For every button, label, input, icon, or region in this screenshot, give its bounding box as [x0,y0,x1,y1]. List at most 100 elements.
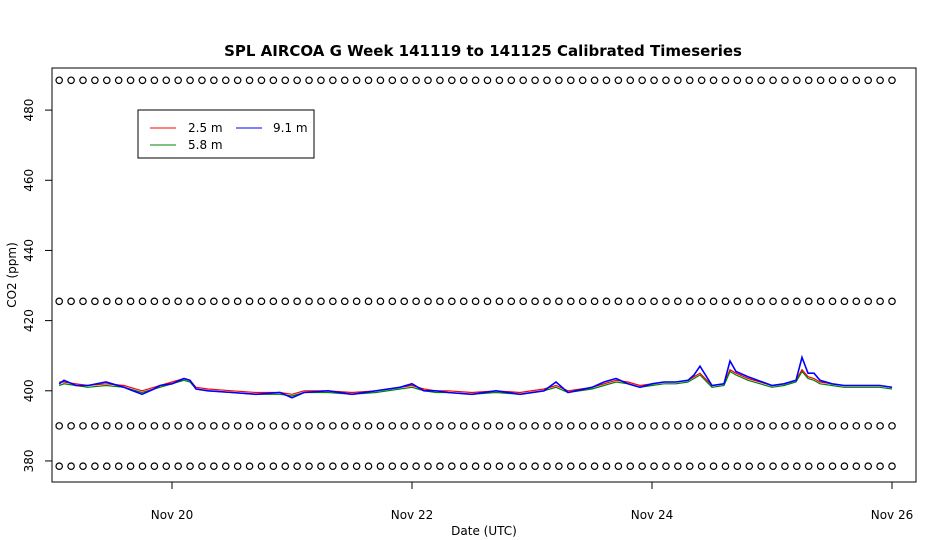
calibration-marker [210,422,218,430]
calibration-marker [340,462,349,471]
calibration-marker [555,297,563,306]
calibration-marker [638,297,646,306]
calibration-marker [602,462,611,471]
calibration-marker [400,76,409,85]
y-tick-label: 400 [22,379,36,402]
calibration-marker [793,462,801,471]
y-tick-label: 440 [22,239,36,262]
calibration-marker [888,76,896,85]
calibration-marker [436,76,444,85]
calibration-marker [816,422,825,430]
calibration-marker [233,422,242,430]
calibration-marker [745,76,754,85]
calibration-marker [293,76,301,85]
calibration-marker [888,422,896,430]
calibration-marker [174,76,182,85]
calibration-marker [697,76,706,85]
calibration-marker [685,462,694,471]
calibration-marker [388,297,397,306]
calibration-marker [376,76,385,85]
calibration-marker [519,462,527,471]
calibration-marker [55,297,64,306]
calibration-marker [495,422,504,430]
series-line-9-1-m [58,354,893,399]
calibration-marker [757,422,765,430]
calibration-marker [852,422,861,430]
calibration-marker [674,422,682,430]
calibration-marker [531,462,539,471]
calibration-marker [543,76,551,85]
calibration-marker [245,422,254,430]
calibration-marker [305,297,313,306]
calibration-marker [566,422,575,430]
calibration-marker [424,76,432,85]
calibration-marker [162,462,171,471]
calibration-marker [221,422,230,430]
calibration-marker [638,76,646,85]
calibration-marker [174,462,182,471]
calibration-marker [804,462,813,471]
calibration-marker [364,76,373,85]
calibration-marker [614,76,623,85]
calibration-marker [91,76,99,85]
plot-frame [51,67,917,483]
calibration-marker [269,462,278,471]
calibration-marker [519,76,527,85]
calibration-marker [388,422,397,430]
x-axis: Nov 20 Nov 22 Nov 24 Nov 26 [151,482,914,522]
calibration-marker [721,462,730,471]
x-tick-label: Nov 26 [871,508,914,522]
calibration-marker [804,76,813,85]
calibration-marker [174,422,182,430]
calibration-marker [531,76,539,85]
calibration-marker [566,297,575,306]
calibration-marker [459,462,468,471]
calibration-marker [126,422,135,430]
calibration-marker [400,422,409,430]
calibration-marker [412,297,420,306]
calibration-marker [709,297,718,306]
calibration-marker [745,297,754,306]
calibration-marker [186,462,194,471]
calibration-marker [483,422,492,430]
calibration-marker [67,422,75,430]
calibration-marker [757,297,765,306]
calibration-marker [424,422,432,430]
calibration-marker [852,297,861,306]
legend: 2.5 m 5.8 m 9.1 m [137,109,315,159]
calibration-marker [221,297,230,306]
calibration-marker [329,297,337,306]
calibration-marker [91,422,99,430]
calibration-marker [340,297,349,306]
calibration-marker [400,462,409,471]
calibration-marker [150,462,159,471]
calibration-marker [793,76,801,85]
calibration-marker [566,76,575,85]
calibration-marker [495,462,504,471]
calibration-marker [91,462,99,471]
calibration-marker [412,462,420,471]
calibration-marker [305,422,313,430]
x-tick-label: Nov 24 [631,508,674,522]
calibration-marker [150,297,159,306]
calibration-marker [459,76,468,85]
calibration-marker [638,462,646,471]
calibration-marker [602,297,611,306]
calibration-marker [840,297,849,306]
calibration-marker [495,76,504,85]
calibration-marker [650,422,658,430]
calibration-marker [781,76,789,85]
calibration-marker [864,297,873,306]
calibration-marker [281,76,290,85]
calibration-marker [888,297,896,306]
y-tick-label: 460 [22,169,36,192]
calibration-marker [448,297,456,306]
markers-layer [55,76,896,471]
calibration-marker [769,297,777,306]
calibration-marker [626,76,635,85]
calibration-marker [459,297,468,306]
calibration-marker [674,462,682,471]
legend-label-5-8m: 5.8 m [188,138,223,152]
calibration-marker [79,422,87,430]
calibration-marker [876,462,884,471]
